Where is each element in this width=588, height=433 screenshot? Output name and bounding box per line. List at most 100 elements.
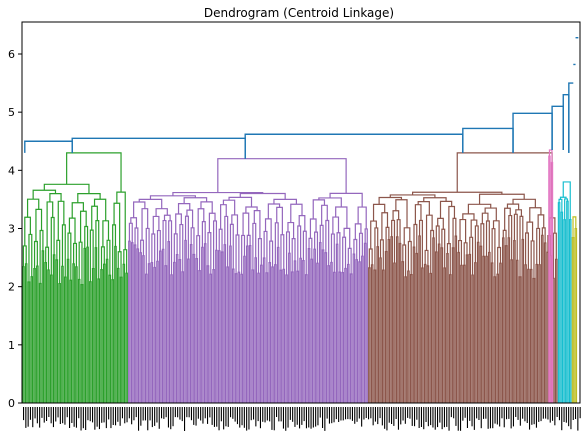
leaf-label-mark (246, 407, 248, 431)
merge-link (551, 105, 564, 150)
link (527, 268, 530, 403)
link (379, 257, 382, 403)
link (133, 244, 137, 403)
leaf-label-mark (158, 407, 160, 429)
chart-title: Dendrogram (Centroid Linkage) (204, 6, 394, 20)
y-tick-label: 5 (8, 106, 15, 119)
link (485, 255, 488, 403)
leaf-label-mark (510, 407, 512, 429)
leaf-label-mark (103, 407, 105, 423)
leaf-label-mark (450, 407, 452, 418)
leaf-label-mark (460, 407, 462, 431)
link (105, 258, 109, 403)
link (66, 258, 70, 403)
leaf-label-mark (71, 407, 73, 423)
leaf-label-mark (131, 407, 133, 425)
link (116, 267, 120, 403)
leaf-label-mark (391, 407, 393, 424)
link (395, 236, 399, 403)
leaf-label-mark (338, 407, 340, 422)
leaf-label-mark (117, 407, 119, 422)
leaf-label-mark (230, 407, 232, 418)
link (376, 246, 380, 403)
leaf-label-mark (299, 407, 301, 429)
leaf-label-mark (503, 407, 505, 428)
link (572, 216, 577, 238)
link (484, 207, 497, 221)
link (158, 250, 162, 403)
link (209, 273, 213, 403)
merge-link (244, 133, 464, 159)
leaf-label-mark (441, 407, 443, 430)
link (373, 269, 377, 403)
leaf-label-mark (78, 407, 80, 419)
link (335, 243, 339, 403)
leaf-label-mark (469, 407, 471, 421)
link (173, 261, 176, 403)
link (290, 271, 294, 403)
leaf-label-mark (57, 407, 59, 418)
link (451, 247, 455, 403)
link (128, 222, 133, 243)
link (128, 240, 131, 403)
leaf-label-mark (174, 407, 176, 418)
leaf-label-mark (402, 407, 404, 421)
leaf-label-mark (264, 407, 266, 423)
link (243, 255, 246, 403)
leaf-label-mark (115, 407, 117, 426)
link (32, 189, 57, 200)
link (299, 257, 302, 403)
link (378, 196, 403, 205)
cluster-1 (128, 158, 368, 403)
leaf-label-mark (236, 407, 238, 425)
leaf-label-mark (524, 407, 526, 422)
link (506, 203, 520, 210)
leaf-label-mark (379, 407, 381, 419)
link (344, 267, 347, 403)
link (504, 245, 508, 403)
leaf-label-mark (407, 407, 409, 418)
link (468, 253, 472, 403)
leaf-label-mark (478, 407, 480, 420)
link (357, 206, 367, 229)
leaf-label-mark (46, 407, 48, 421)
leaf-label-mark (75, 407, 77, 428)
leaf-label-mark (345, 407, 347, 420)
link (77, 278, 81, 403)
link (329, 192, 363, 208)
leaf-label-mark (163, 407, 165, 419)
link (571, 237, 575, 403)
link (122, 263, 126, 403)
leaf-label-mark (519, 407, 521, 426)
link (80, 284, 84, 403)
y-tick-label: 0 (8, 397, 15, 410)
link (543, 242, 547, 403)
link (198, 270, 201, 403)
link (136, 248, 140, 403)
leaf-label-mark (259, 407, 261, 429)
leaf-label-mark (285, 407, 287, 431)
link (274, 264, 277, 403)
leaf-label-mark (409, 407, 411, 419)
link (268, 262, 272, 403)
leaf-label-mark (25, 407, 27, 428)
leaf-label-mark (368, 407, 370, 420)
link (493, 276, 497, 403)
leaf-label-mark (526, 407, 528, 423)
leaf-label-mark (287, 407, 289, 428)
merge-link (24, 140, 73, 153)
link (251, 269, 255, 403)
link (139, 252, 142, 403)
leaf-label-mark (572, 407, 574, 420)
cluster-0 (22, 152, 128, 403)
link (111, 279, 114, 403)
leaf-label-mark (397, 407, 399, 430)
leaf-label-mark (540, 407, 542, 422)
link (235, 234, 240, 274)
link (554, 258, 558, 403)
link (563, 219, 566, 403)
link (290, 203, 303, 223)
leaf-label-mark (377, 407, 379, 425)
leaf-label-mark (508, 407, 510, 419)
link (218, 228, 223, 252)
